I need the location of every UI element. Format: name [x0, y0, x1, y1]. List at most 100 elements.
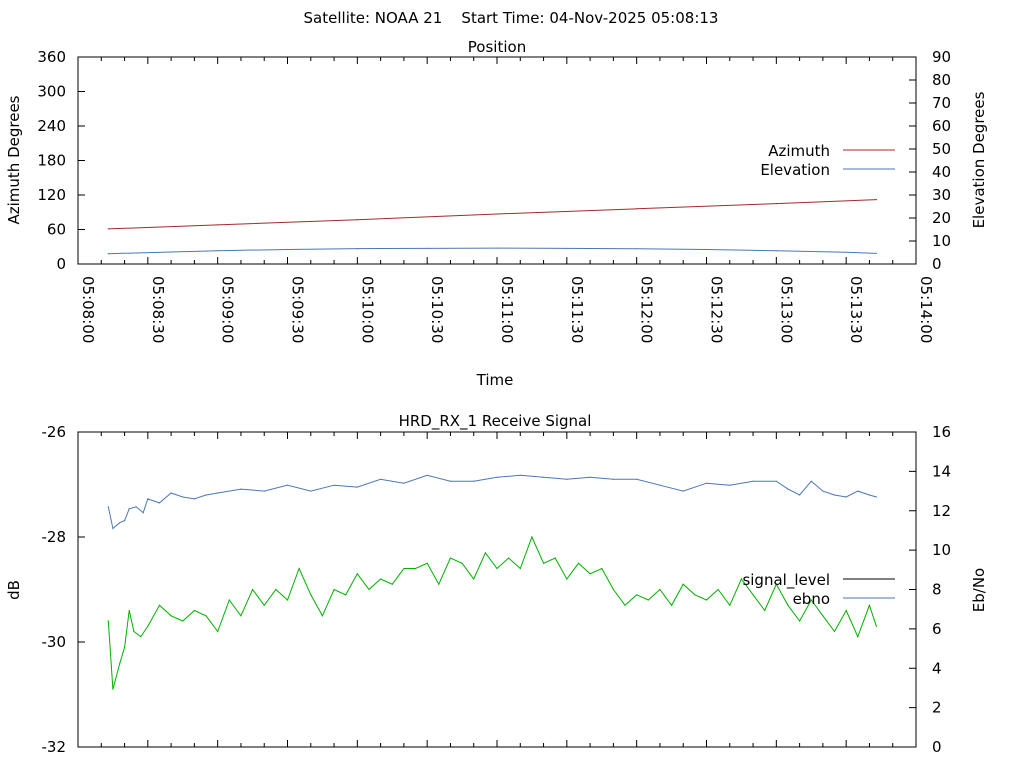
data-point-ebno	[147, 498, 149, 500]
data-point-signal-level	[286, 599, 289, 601]
y-tick-label: -28	[42, 528, 67, 546]
data-point-signal-level	[740, 578, 743, 580]
series-line-azimuth	[108, 199, 877, 230]
data-point-signal-level	[601, 567, 603, 570]
data-point-signal-level	[775, 583, 777, 585]
y2-tick-label: 80	[932, 71, 951, 89]
data-point-signal-level	[107, 620, 109, 622]
x-tick-label: 05:12:30	[708, 276, 726, 343]
y2-tick-label: 12	[932, 502, 951, 520]
data-point-ebno	[566, 478, 568, 480]
data-point-ebno	[845, 496, 847, 498]
data-point-ebno	[217, 492, 219, 494]
data-point-ebno	[170, 492, 172, 494]
data-point-ebno	[182, 496, 184, 498]
data-point-signal-level	[252, 588, 254, 591]
data-point-ebno	[142, 512, 144, 514]
ebno-axis-label: Eb/No	[970, 568, 988, 612]
data-point-signal-level	[554, 557, 556, 559]
data-point-signal-level	[682, 583, 684, 585]
y-tick-label: 360	[37, 48, 66, 66]
data-point-ebno	[810, 480, 812, 482]
data-point-signal-level	[473, 578, 475, 580]
data-point-ebno	[857, 490, 859, 492]
x-tick-label: 05:10:30	[428, 276, 446, 343]
y-tick-label: -32	[42, 738, 67, 756]
y-tick-label: 0	[56, 255, 66, 273]
data-point-ebno	[775, 480, 777, 482]
data-point-ebno	[286, 484, 289, 486]
data-point-elevation	[705, 248, 708, 251]
data-point-signal-level	[671, 604, 673, 606]
data-point-elevation	[496, 247, 498, 249]
y2-tick-label: 8	[932, 581, 942, 599]
data-point-signal-level	[461, 562, 463, 564]
data-point-signal-level	[659, 588, 661, 591]
receive-signal-plot-frame	[77, 431, 917, 748]
y2-tick-label: 2	[932, 699, 942, 717]
position-chart: Position Azimuth Degrees Elevation Degre…	[5, 38, 988, 389]
data-point-signal-level	[391, 583, 393, 585]
data-point-elevation	[845, 251, 847, 253]
x-tick-label: 05:11:00	[498, 276, 516, 343]
x-tick-label: 05:14:00	[917, 276, 935, 343]
data-point-signal-level	[787, 604, 789, 606]
data-point-signal-level	[589, 573, 591, 575]
data-point-ebno	[519, 474, 521, 476]
y2-tick-label: 40	[932, 163, 951, 181]
data-point-ebno	[107, 506, 109, 508]
y2-tick-label: 14	[932, 462, 951, 480]
x-tick-label: 05:09:00	[219, 276, 237, 343]
data-point-signal-level	[636, 594, 638, 596]
y2-tick-label: 30	[932, 186, 951, 204]
data-point-ebno	[240, 488, 242, 490]
data-point-signal-level	[508, 557, 510, 559]
legend-label-ebno: ebno	[793, 590, 830, 608]
data-point-elevation	[356, 248, 358, 250]
data-point-signal-level	[128, 609, 130, 612]
data-point-ebno	[636, 478, 638, 480]
data-point-signal-level	[624, 604, 626, 606]
data-point-ebno	[124, 520, 126, 522]
data-point-ebno	[799, 494, 801, 496]
y2-tick-label: 10	[932, 232, 951, 250]
data-point-signal-level	[496, 567, 498, 570]
data-point-ebno	[426, 474, 428, 476]
data-point-signal-level	[799, 620, 801, 622]
data-point-signal-level	[647, 599, 649, 601]
receive-signal-chart: HRD_RX_1 Receive Signal dB Eb/No -32 -30 -…	[5, 412, 988, 756]
data-point-ebno	[589, 476, 591, 478]
data-point-azimuth	[775, 203, 777, 205]
time-axis-label: Time	[476, 371, 514, 389]
x-tick-label: 05:12:00	[638, 276, 656, 343]
data-point-signal-level	[875, 625, 878, 627]
y2-tick-label: 6	[932, 620, 942, 638]
data-point-signal-level	[752, 594, 754, 596]
data-point-ebno	[135, 506, 137, 508]
data-point-elevation	[286, 248, 289, 251]
data-point-ebno	[119, 522, 121, 524]
y-tick-label: -26	[42, 423, 67, 441]
data-point-elevation	[170, 251, 172, 253]
data-point-ebno	[380, 478, 382, 480]
data-point-ebno	[875, 496, 878, 498]
data-point-signal-level	[112, 688, 114, 690]
data-point-signal-level	[275, 588, 277, 591]
data-point-signal-level	[158, 604, 161, 606]
data-point-signal-level	[263, 604, 265, 606]
data-point-ebno	[705, 482, 708, 484]
data-point-signal-level	[228, 599, 230, 601]
data-point-signal-level	[577, 562, 580, 564]
data-point-elevation	[217, 250, 219, 252]
data-point-azimuth	[356, 219, 358, 221]
data-point-signal-level	[298, 567, 300, 570]
data-point-signal-level	[205, 615, 207, 617]
data-point-signal-level	[729, 604, 731, 606]
data-point-signal-level	[810, 599, 812, 601]
data-point-ebno	[833, 494, 836, 496]
data-point-ebno	[193, 498, 195, 500]
data-point-ebno	[543, 476, 545, 478]
data-point-signal-level	[694, 594, 696, 596]
